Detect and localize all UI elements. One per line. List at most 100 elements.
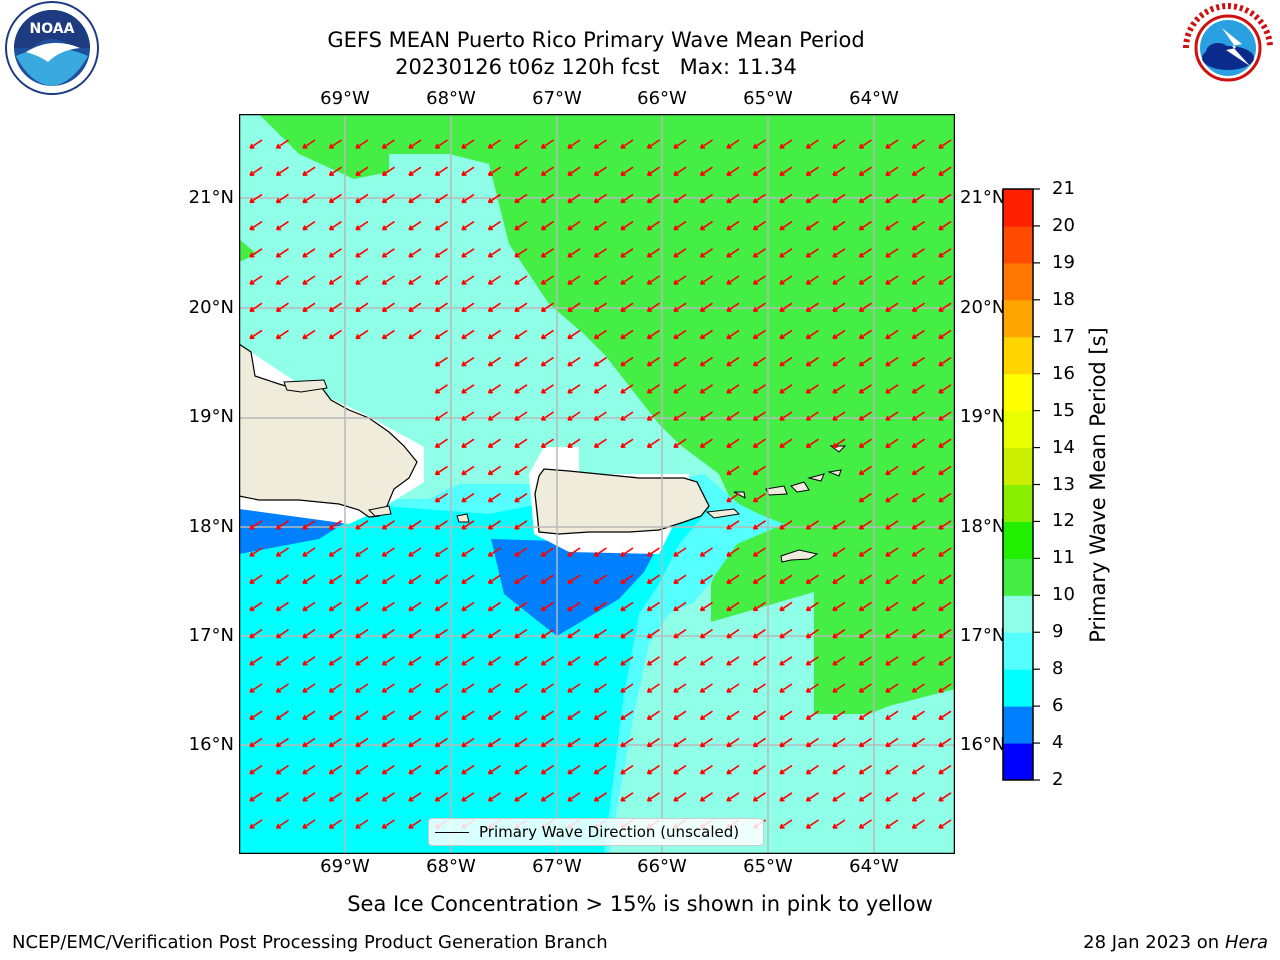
wave-direction-arrow <box>328 329 342 340</box>
wave-direction-arrow <box>487 492 501 503</box>
wave-direction-arrow <box>673 193 687 204</box>
wave-direction-arrow <box>328 166 342 176</box>
colorbar-cell <box>1003 447 1033 485</box>
wave-direction-arrow <box>832 302 846 312</box>
wave-direction-arrow <box>355 792 369 802</box>
wave-direction-arrow <box>514 166 528 176</box>
wave-direction-arrow <box>514 710 528 720</box>
wave-direction-arrow <box>355 275 369 285</box>
wave-direction-arrow <box>540 737 554 748</box>
land-saona <box>367 505 392 517</box>
wave-direction-arrow <box>646 710 660 720</box>
wave-direction-arrow <box>885 683 899 693</box>
wave-direction-arrow <box>434 656 448 666</box>
wave-direction-arrow <box>461 574 475 584</box>
wave-direction-arrow <box>805 193 819 204</box>
wave-direction-arrow <box>540 302 554 312</box>
wave-direction-arrow <box>911 220 925 231</box>
wave-direction-arrow <box>249 547 263 557</box>
wave-direction-arrow <box>885 329 899 340</box>
wave-direction-arrow <box>911 601 925 612</box>
wave-direction-arrow <box>275 792 289 802</box>
wave-direction-arrow <box>567 737 581 748</box>
wave-direction-arrow <box>434 710 448 720</box>
wave-direction-arrow <box>381 792 395 802</box>
wave-direction-arrow <box>461 193 475 204</box>
wave-direction-arrow <box>567 656 581 666</box>
colorbar-label: Primary Wave Mean Period [s] <box>1086 327 1110 643</box>
wave-direction-arrow <box>752 302 766 312</box>
wave-direction-arrow <box>328 248 342 258</box>
wave-direction-arrow <box>514 656 528 666</box>
wave-direction-arrow <box>885 139 899 149</box>
wave-direction-arrow <box>938 220 952 231</box>
wave-direction-arrow <box>858 819 872 829</box>
wave-direction-arrow <box>408 302 422 312</box>
chart-subtitle: 20230126 t06z 120h fcst Max: 11.34 <box>395 55 797 79</box>
wave-direction-arrow <box>858 683 872 693</box>
wave-direction-arrow <box>805 656 819 666</box>
wave-direction-arrow <box>408 792 422 802</box>
wave-direction-arrow <box>805 302 819 312</box>
wave-direction-arrow <box>302 220 316 231</box>
wave-direction-arrow <box>567 193 581 204</box>
wave-direction-arrow <box>434 302 448 312</box>
wave-direction-arrow <box>249 248 263 258</box>
wave-direction-arrow <box>938 465 952 476</box>
wave-direction-arrow <box>461 438 475 448</box>
wave-direction-arrow <box>938 248 952 258</box>
wave-direction-arrow <box>381 628 395 639</box>
wave-direction-arrow <box>699 628 713 639</box>
land-puerto-rico <box>534 468 710 535</box>
wave-direction-arrow <box>567 628 581 639</box>
wave-direction-arrow <box>699 574 713 584</box>
wave-direction-arrow <box>832 356 846 367</box>
wave-direction-arrow <box>911 710 925 720</box>
colorbar-tick-label: 10 <box>1052 584 1075 606</box>
wave-direction-arrow <box>275 683 289 693</box>
wave-direction-arrow <box>408 683 422 693</box>
wave-direction-arrow <box>249 302 263 312</box>
wave-direction-arrow <box>540 656 554 666</box>
wave-direction-arrow <box>911 302 925 312</box>
wave-direction-arrow <box>646 329 660 340</box>
wave-direction-arrow <box>646 302 660 312</box>
wave-direction-arrow <box>832 628 846 639</box>
wave-direction-arrow <box>779 601 793 612</box>
wave-direction-arrow <box>328 628 342 639</box>
wave-direction-arrow <box>858 520 872 530</box>
wave-direction-arrow <box>381 193 395 204</box>
colorbar-cell <box>1003 484 1033 522</box>
wave-direction-arrow <box>567 356 581 367</box>
wave-direction-arrow <box>620 139 634 149</box>
wave-direction-arrow <box>355 329 369 340</box>
lat-label-right: 19°N <box>960 406 1006 427</box>
wave-direction-arrow <box>779 737 793 748</box>
colorbar-cell <box>1003 521 1033 559</box>
wave-direction-arrow <box>461 656 475 666</box>
wave-direction-arrow <box>911 248 925 258</box>
wave-direction-arrows <box>249 139 952 829</box>
wave-direction-arrow <box>911 411 925 421</box>
wave-direction-arrow <box>567 438 581 448</box>
wave-direction-arrow <box>514 492 528 503</box>
lat-label-right: 18°N <box>960 516 1006 537</box>
wave-direction-arrow <box>911 547 925 557</box>
wave-direction-arrow <box>885 547 899 557</box>
colorbar-cell <box>1003 558 1033 596</box>
colorbar-tick-label: 2 <box>1052 769 1064 790</box>
lat-label-right: 20°N <box>960 297 1006 318</box>
wave-direction-arrow <box>620 547 634 557</box>
wave-direction-arrow <box>938 384 952 394</box>
wave-direction-arrow <box>911 656 925 666</box>
wave-direction-arrow <box>620 384 634 394</box>
wave-direction-arrow <box>620 302 634 312</box>
wave-direction-arrow <box>461 737 475 748</box>
wave-direction-arrow <box>302 248 316 258</box>
wave-direction-arrow <box>858 628 872 639</box>
wave-direction-arrow <box>885 384 899 394</box>
lon-label-top: 66°W <box>637 88 687 109</box>
wave-direction-arrow <box>858 302 872 312</box>
wave-direction-arrow <box>328 302 342 312</box>
wave-direction-arrow <box>885 792 899 802</box>
